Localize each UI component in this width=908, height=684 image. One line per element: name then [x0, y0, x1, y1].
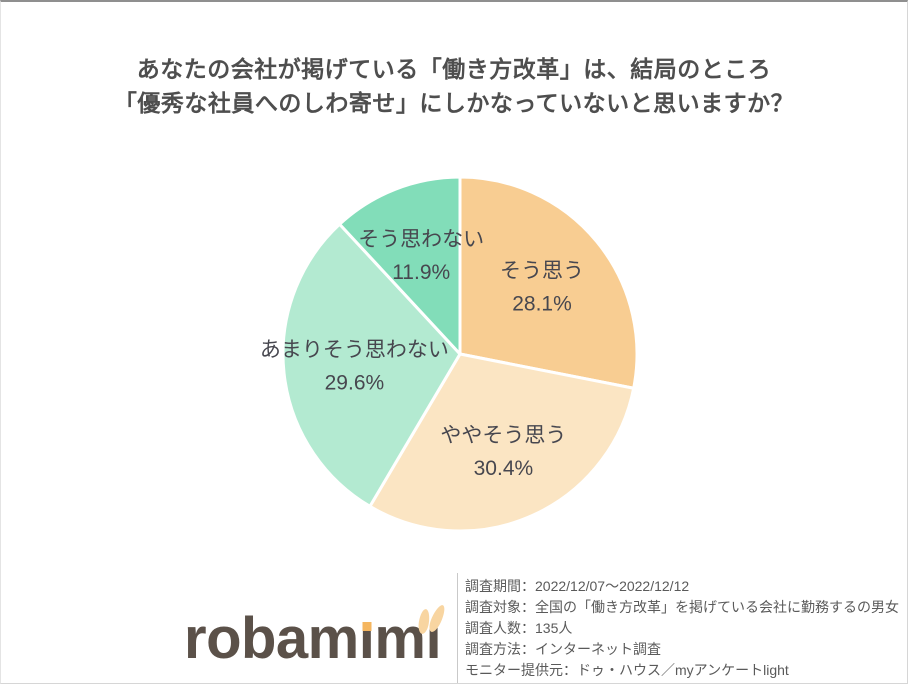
- pie-slice-label: そう思う 28.1%: [500, 260, 584, 316]
- robamimi-logo: robam ım ı: [184, 603, 448, 671]
- pie-slice-3: [281, 222, 462, 508]
- survey-info-line: 調査方法：インターネット調査: [465, 641, 661, 657]
- page-title: あなたの会社が掲げている「働き方改革」は、結局のところ 「優秀な社員へのしわ寄せ…: [1, 52, 907, 120]
- pie-slice-label: あまりそう思わない 29.6%: [260, 338, 449, 394]
- logo-text-part2: m: [374, 606, 426, 671]
- logo-text-part1: robam: [184, 606, 359, 671]
- survey-info-line: モニター提供元：ドゥ・ハウス／myアンケートlight: [465, 662, 789, 678]
- survey-info-line: 調査人数：135人: [465, 620, 573, 636]
- pie-slice-2: [368, 352, 636, 533]
- logo-dot-icon: [362, 622, 372, 631]
- pie-chart: そう思う 28.1% ややそう思う 30.4% あまりそう思わない 29.6% そう思わない…: [260, 175, 639, 533]
- pie-slice-4: [338, 175, 462, 356]
- survey-info-line: 調査期間：2022/12/07～2022/12/12: [465, 578, 690, 594]
- survey-info-block: 調査期間：2022/12/07～2022/12/12 調査対象：全国の「働き方改革…: [465, 576, 899, 681]
- logo-letter-i1: ı: [358, 606, 375, 671]
- footer-divider: [457, 573, 458, 683]
- pie-slice-1: [458, 175, 639, 390]
- survey-info-line: 調査対象：全国の「働き方改革」を掲げている会社に勤務するの男女: [465, 599, 899, 615]
- page-title-line1: あなたの会社が掲げている「働き方改革」は、結局のところ: [136, 56, 772, 82]
- logo-letter-i2: ı: [417, 603, 448, 668]
- pie-slice-label: ややそう思う 30.4%: [440, 424, 566, 480]
- page-title-line2: 「優秀な社員へのしわ寄せ」にしかなっていないと思いますか？: [113, 90, 795, 116]
- pie-slice-label: そう思わない 11.9%: [358, 228, 484, 284]
